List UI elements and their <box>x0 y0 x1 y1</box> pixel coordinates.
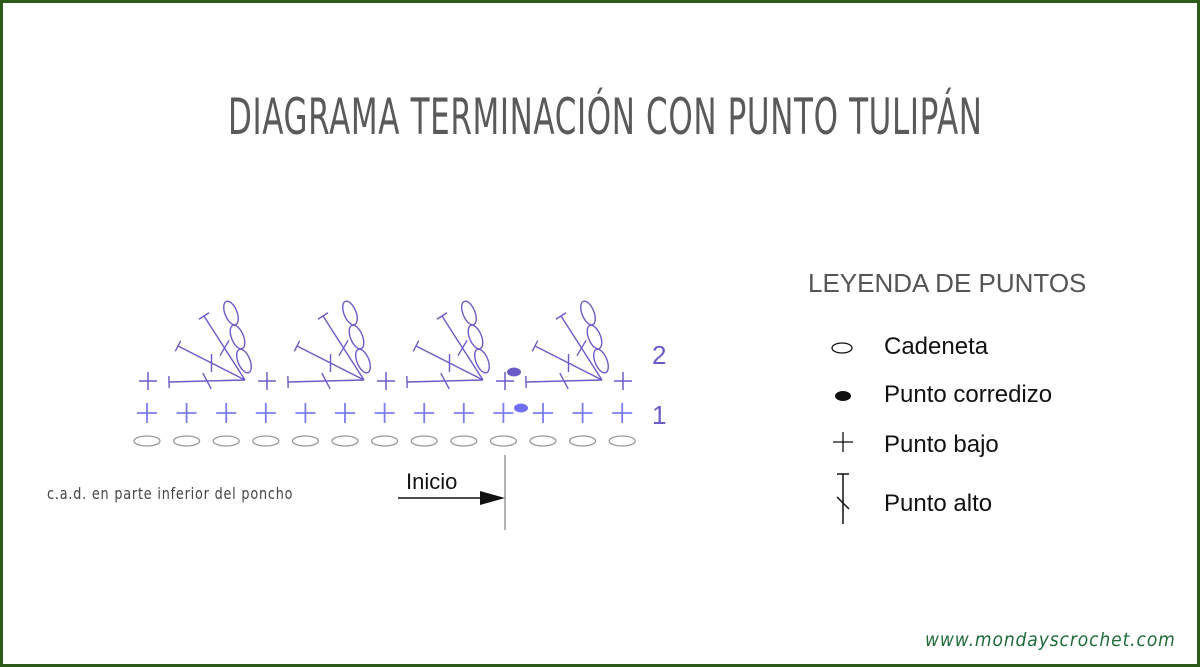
chain-stitch <box>450 435 478 447</box>
legend-single-crochet: Punto bajo <box>884 431 999 458</box>
website-footer: www.mondayscrochet.com <box>925 629 1176 651</box>
double-crochet-stitch <box>525 372 603 390</box>
chain-stitch <box>529 435 557 447</box>
single-crochet-row1 <box>493 403 514 423</box>
note-text: c.a.d. en parte inferior del poncho <box>47 484 294 503</box>
chain-stitch <box>212 435 240 447</box>
chain-stitch <box>489 435 518 447</box>
single-crochet-row1 <box>612 403 633 423</box>
single-crochet-row1 <box>295 403 316 423</box>
chain-stitch-row2 <box>223 300 239 326</box>
chain-stitch <box>133 435 161 447</box>
double-crochet-stitch <box>174 340 246 381</box>
double-crochet-stitch <box>317 312 365 381</box>
double-crochet-stitch <box>531 340 603 381</box>
single-crochet-row1 <box>533 403 553 423</box>
legend-slip-stitch: Punto corredizo <box>884 381 1053 408</box>
double-crochet-stitch <box>198 312 246 381</box>
single-crochet-row2 <box>139 372 157 390</box>
double-crochet-stitch <box>555 312 603 381</box>
single-crochet-row1 <box>335 403 355 423</box>
chain-stitch-row2 <box>461 300 477 326</box>
single-crochet-row2 <box>258 372 276 390</box>
chain-stitch-row2 <box>474 348 490 374</box>
chain-stitch-row2 <box>467 324 484 350</box>
single-crochet-row1 <box>137 403 157 423</box>
chain-stitch <box>410 435 438 447</box>
slip-stitch-row2 <box>507 367 521 377</box>
page-title: DIAGRAMA TERMINACIÓN CON PUNTO TULIPÁN <box>228 88 983 146</box>
row-label-1: 1 <box>652 400 667 430</box>
chain-stitch-row2 <box>229 324 246 350</box>
chain-stitch-row2 <box>586 324 603 350</box>
double-crochet-stitch <box>412 340 484 381</box>
single-crochet-row1 <box>414 403 435 423</box>
single-crochet-row1 <box>374 403 395 423</box>
chain-stitch-row2 <box>593 348 609 374</box>
single-crochet-row1 <box>176 403 197 423</box>
start-label: Inicio <box>406 469 458 494</box>
legend-double-crochet: Punto alto <box>884 490 993 517</box>
single-crochet-row1 <box>255 403 276 423</box>
double-crochet-stitch <box>287 372 365 390</box>
chain-stitch <box>608 435 636 447</box>
legend-chain: Cadeneta <box>884 333 989 360</box>
double-crochet-stitch <box>293 340 365 381</box>
chain-stitch-row2 <box>348 324 365 350</box>
start-arrow-head <box>480 491 505 505</box>
chain-stitch-row2 <box>236 348 252 374</box>
single-crochet-cross-icon <box>833 432 853 452</box>
chain-stitch <box>172 435 201 447</box>
double-crochet-stitch <box>168 372 246 390</box>
single-crochet-row1 <box>453 403 474 423</box>
double-crochet-icon <box>836 473 850 524</box>
chain-stitch <box>291 435 320 447</box>
chain-stitch <box>568 435 597 447</box>
legend-title: LEYENDA DE PUNTOS <box>808 268 1087 298</box>
chain-stitch-row2 <box>580 300 596 326</box>
chain-stitch <box>331 435 359 447</box>
chain-stitch-row2 <box>342 300 358 326</box>
chain-stitch <box>252 435 280 447</box>
single-crochet-row2 <box>496 372 514 390</box>
single-crochet-row2 <box>614 372 632 390</box>
single-crochet-row1 <box>572 403 593 423</box>
double-crochet-stitch <box>406 372 484 390</box>
slip-stitch-dot-icon <box>835 391 851 401</box>
chain-stitch <box>370 435 399 447</box>
single-crochet-row2 <box>377 372 395 390</box>
row-label-2: 2 <box>652 340 667 370</box>
slip-stitch-row1 <box>514 403 528 413</box>
double-crochet-stitch <box>436 312 484 381</box>
chain-oval-icon <box>831 342 853 354</box>
chain-stitch-row2 <box>355 348 371 374</box>
single-crochet-row1 <box>216 403 237 423</box>
